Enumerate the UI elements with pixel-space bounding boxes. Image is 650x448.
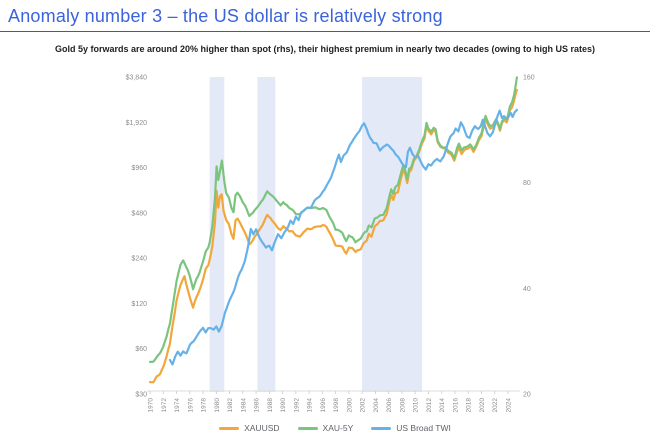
x-tick-label: 1978 [201,398,208,413]
x-tick-label: 2020 [479,398,486,413]
left-tick-label: $480 [131,210,147,217]
x-tick-label: 1970 [148,398,155,413]
legend-item-xauusd: XAUUSD [219,423,280,433]
x-tick-label: 1972 [161,398,168,413]
legend-item-xau5y: XAU-5Y [297,423,354,433]
left-tick-label: $1,920 [126,120,148,127]
right-tick-label: 20 [523,392,531,399]
x-tick-label: 2010 [413,398,420,413]
x-tick-label: 1984 [240,398,247,413]
gold-vs-dollar-chart: 1970 1972 1974 1976 1978 1980 1982 1984 1986 1988… [126,75,535,413]
left-tick-label: $240 [131,256,147,263]
x-axis: 1970 1972 1974 1976 1978 1980 1982 1984 1986 1988… [147,390,520,413]
legend-label: US Broad TWI [396,423,451,433]
x-tick-label: 1994 [307,398,314,413]
page-title: Anomaly number 3 – the US dollar is rela… [8,6,443,26]
x-tick-label: 2002 [360,398,367,413]
right-tick-label: 160 [523,75,535,82]
x-tick-label: 2012 [426,398,433,413]
series-xauusd [148,88,518,384]
x-tick-label: 2024 [505,398,512,413]
series-xau-5y [148,76,518,363]
x-tick-label: 2022 [492,398,499,413]
x-tick-label: 2014 [439,398,446,413]
right-tick-label: 40 [523,286,531,293]
legend-label: XAU-5Y [322,423,354,433]
chart-subtitle: Gold 5y forwards are around 20% higher t… [54,44,596,54]
x-tick-label: 1988 [267,398,274,413]
x-tick-label: 1980 [214,398,221,413]
left-tick-label: $960 [131,165,147,172]
x-tick-label: 2016 [452,398,459,413]
left-axis: $3,840 $1,920 $960 $480 $240 $120 $60 $30 [126,75,148,399]
left-tick-label: $3,840 [126,75,148,82]
x-tick-label: 1974 [174,398,181,413]
x-tick-label: 1992 [293,398,300,413]
x-tick-label: 2006 [386,398,393,413]
chart-legend: XAUUSD XAU-5Y US Broad TWI [150,423,520,433]
left-tick-label: $30 [135,392,147,399]
x-tick-label: 2008 [399,398,406,413]
x-tick-label: 1990 [280,398,287,413]
x-tick-label: 2000 [346,398,353,413]
xauusd-swatch [219,426,240,430]
x-tick-label: 1998 [333,398,340,413]
x-tick-label: 1976 [187,398,194,413]
right-axis: 160 80 40 20 [523,75,535,399]
right-tick-label: 80 [523,180,531,187]
left-tick-label: $60 [135,346,147,353]
legend-item-us-broad-twi: US Broad TWI [371,423,451,433]
us-broad-twi-swatch [371,426,392,430]
x-tick-label: 2018 [466,398,473,413]
series-us-broad-twi [168,108,518,366]
x-tick-label: 1996 [320,398,327,413]
recession-bands [209,77,423,392]
left-tick-label: $120 [131,301,147,308]
title-rule [0,31,650,32]
shaded-band [257,77,276,392]
legend-label: XAUUSD [244,423,280,433]
x-tick-label: 2004 [373,398,380,413]
xau5y-swatch [297,426,318,430]
x-tick-label: 1982 [227,398,234,413]
shaded-band [209,77,225,392]
x-tick-label: 1986 [254,398,261,413]
